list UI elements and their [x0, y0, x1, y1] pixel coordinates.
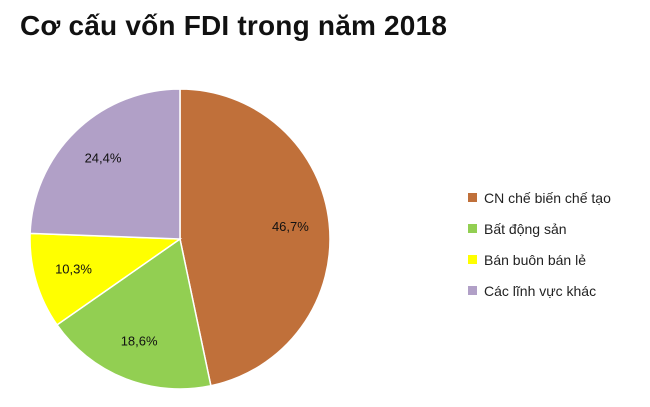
pie-slice	[179, 88, 331, 387]
slice-value-label: 46,7%	[272, 219, 309, 234]
legend-item: Bán buôn bán lẻ	[468, 244, 611, 275]
pie-slices	[29, 88, 331, 390]
legend-item: CN chế biến chế tạo	[468, 182, 611, 213]
pie-value-labels: 46,7% 18,6% 10,3% 24,4%	[55, 150, 309, 348]
chart-legend: CN chế biến chế tạo Bất động sản Bán buôn …	[468, 182, 611, 306]
legend-label: Bán buôn bán lẻ	[484, 251, 586, 268]
slice-value-label: 24,4%	[85, 150, 122, 165]
legend-swatch	[468, 193, 477, 202]
legend-swatch	[468, 255, 477, 264]
legend-label: Các lĩnh vực khác	[484, 282, 597, 299]
legend-swatch	[468, 224, 477, 233]
legend-swatch	[468, 286, 477, 295]
slice-value-label: 18,6%	[121, 334, 158, 349]
chart-title: Cơ cấu vốn FDI trong năm 2018	[20, 10, 448, 41]
pie-slice	[29, 88, 181, 240]
legend-item: Các lĩnh vực khác	[468, 275, 611, 306]
legend-label: CN chế biến chế tạo	[484, 189, 611, 206]
pie-slice	[29, 232, 183, 326]
pie-slice	[55, 237, 212, 390]
legend-item: Bất động sản	[468, 213, 611, 244]
legend-label: Bất động sản	[484, 220, 567, 237]
slice-value-label: 10,3%	[55, 262, 92, 277]
